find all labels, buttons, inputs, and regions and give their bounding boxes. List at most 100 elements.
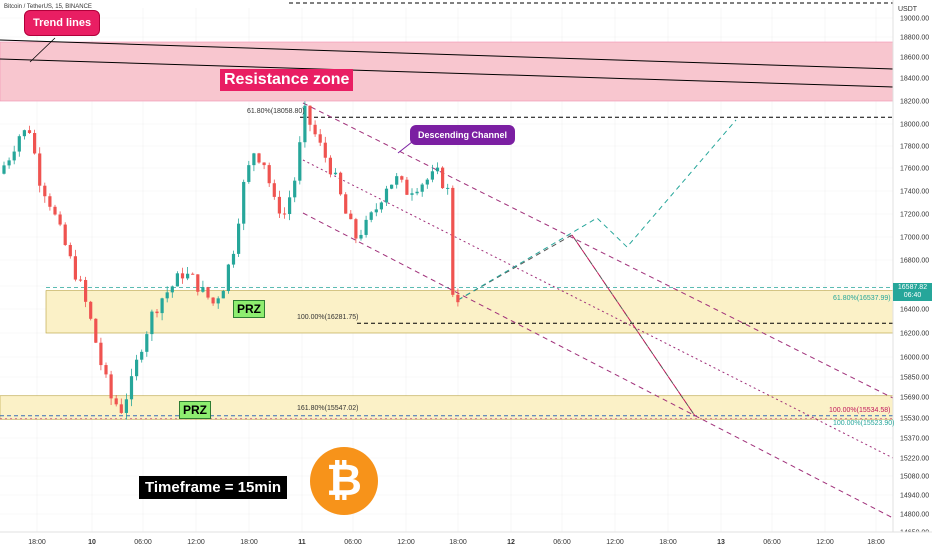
price-tick-label: 15690.00: [900, 395, 929, 402]
time-tick-label: 18:00: [28, 539, 46, 546]
time-tick-label: 11: [298, 539, 306, 546]
candle-body: [58, 214, 62, 225]
candle-body: [328, 157, 332, 175]
fib-label-100-upper: 100.00%(16281.75): [297, 314, 359, 321]
time-tick-label: 13: [717, 539, 725, 546]
time-tick-label: 06:00: [553, 539, 571, 546]
price-axis: 19000.00 18800.00 18600.00 18400.00 18200.00…: [892, 0, 932, 550]
candle-body: [374, 209, 378, 213]
price-tick-label: 15220.00: [900, 456, 929, 463]
candle-body: [318, 134, 322, 143]
prz-label-lower[interactable]: PRZ: [179, 401, 211, 419]
candle-body: [298, 142, 302, 181]
price-tick-label: 14940.00: [900, 493, 929, 500]
candle-body: [84, 280, 88, 302]
price-tick-label: 15080.00: [900, 474, 929, 481]
candle-body: [48, 196, 52, 207]
price-tick-label: 15370.00: [900, 436, 929, 443]
candle-body: [282, 213, 287, 215]
descending-channel-callout[interactable]: Descending Channel: [410, 125, 516, 145]
candle-body: [99, 342, 103, 366]
trend-line-lower: [0, 58, 894, 88]
candle-body: [206, 287, 210, 298]
candle-body: [114, 398, 118, 405]
candle-body: [435, 167, 440, 172]
fib-label-1618: 161.80%(15547.02): [297, 405, 359, 412]
candle-body: [390, 184, 394, 189]
price-tick-label: 18200.00: [900, 99, 929, 106]
projection-leg-magenta: [571, 234, 696, 417]
candle-body: [12, 151, 16, 161]
candle-body: [410, 193, 414, 195]
candle-body: [277, 196, 281, 214]
price-tick-label: 15530.00: [900, 416, 929, 423]
price-tick-label: 16200.00: [900, 331, 929, 338]
candle-body: [456, 294, 460, 303]
candle-body: [7, 160, 11, 166]
candle-body: [180, 273, 185, 279]
time-tick-label: 06:00: [344, 539, 362, 546]
candle-body: [150, 311, 154, 335]
time-axis-background: [0, 532, 932, 550]
candle-body: [17, 136, 21, 152]
price-tick-label: 17600.00: [900, 166, 929, 173]
currency-label: USDT: [898, 6, 918, 13]
candle-body: [242, 181, 246, 224]
resistance-zone-label[interactable]: Resistance zone: [220, 69, 354, 91]
candle-body: [451, 187, 455, 295]
candle-body: [420, 184, 424, 192]
prz-label-upper[interactable]: PRZ: [233, 300, 265, 318]
channel-lower: [302, 212, 894, 519]
candle-body: [313, 124, 317, 135]
candle-body: [333, 172, 338, 175]
candle-body: [303, 105, 307, 143]
candle-body: [38, 153, 42, 186]
timeframe-label[interactable]: Timeframe = 15min: [139, 476, 288, 499]
candle-body: [33, 132, 37, 154]
price-tick-label: 18600.00: [900, 55, 929, 62]
fib-label-100-right-b: 100.00%(15523.90): [833, 420, 895, 427]
time-tick-label: 18:00: [659, 539, 677, 546]
candle-body: [124, 399, 128, 413]
symbol-title: Bitcoin / TetherUS, 15, BINANCE: [4, 4, 92, 10]
candle-body: [308, 105, 312, 125]
price-tick-label: 17200.00: [900, 212, 929, 219]
prz-zone-upper-area: [45, 290, 894, 334]
candle-body: [400, 176, 404, 180]
candle-body: [22, 130, 26, 137]
candle-body: [364, 219, 368, 235]
candle-body: [379, 202, 383, 210]
candle-body: [160, 298, 164, 314]
candle-body: [186, 273, 190, 279]
price-tick-label: 18400.00: [900, 76, 929, 83]
candle-body: [201, 287, 205, 292]
channel-upper: [302, 102, 894, 399]
time-tick-label: 12: [507, 539, 515, 546]
candle-body: [354, 219, 358, 239]
candle-body: [68, 244, 72, 257]
candle-body: [43, 185, 47, 197]
candle-body: [78, 279, 83, 281]
fib-label-100-right-a: 100.00%(15534.58): [829, 407, 891, 414]
time-tick-label: 06:00: [763, 539, 781, 546]
last-price-value: 16587.82: [897, 284, 928, 291]
time-tick-label: 18:00: [240, 539, 258, 546]
candle-body: [196, 274, 200, 292]
candle-body: [231, 253, 236, 265]
candle-body: [349, 213, 353, 220]
candle-body: [129, 376, 134, 400]
candle-body: [267, 165, 271, 184]
bar-countdown: 06:40: [903, 292, 922, 299]
candle-body: [216, 298, 220, 304]
price-axis-background: [893, 0, 932, 550]
channel-middle: [302, 159, 894, 459]
fib-label-618-right: 61.80%(16537.99): [833, 295, 891, 302]
time-tick-label: 12:00: [187, 539, 205, 546]
candle-body: [165, 292, 169, 299]
trend-lines-callout[interactable]: Trend lines: [24, 10, 101, 36]
price-tick-label: 14800.00: [900, 512, 929, 519]
fib-label-618-top: 61.80%(18058.80): [247, 108, 305, 115]
candle-body: [288, 197, 292, 215]
candle-body: [145, 334, 149, 352]
